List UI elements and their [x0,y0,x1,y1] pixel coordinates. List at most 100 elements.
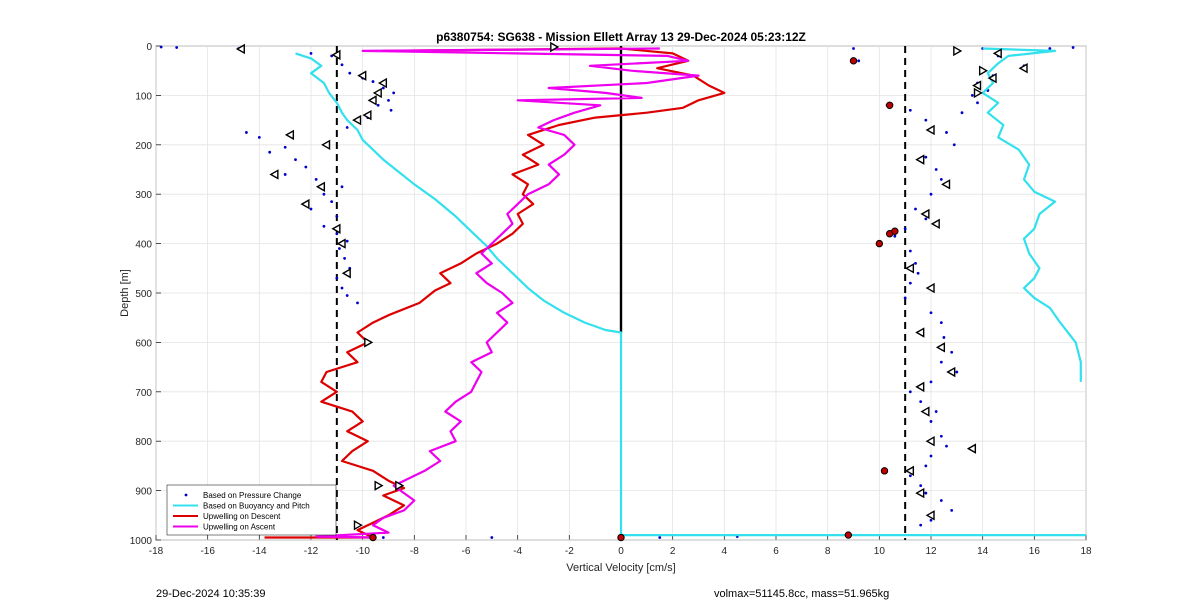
legend: Based on Pressure Change Based on Buoyanc… [166,484,337,536]
x-tick-label: 6 [773,546,779,557]
marker-triangle-left [357,70,367,81]
pressure-change-point [338,247,341,250]
pressure-change-point [658,536,662,539]
pressure-change-point [908,281,912,285]
pressure-change-point [914,207,917,211]
pressure-change-point [330,200,334,204]
y-tick-label: 500 [135,289,152,300]
x-tick-labels: -18 -16 -14 -12 -10 -8 -6 -4 -2 0 2 4 6 8 10 12 14 16 18 [149,546,1092,557]
x-axis-label: Vertical Velocity [cm/s] [566,562,675,574]
marker-triangle-left [915,154,925,165]
y-tick-label: 100 [135,91,152,102]
marker-triangle-left [946,366,956,378]
pressure-change-point [908,474,912,478]
series-line [264,47,726,539]
pressure-change-point [950,350,954,354]
pressure-change-point [371,80,375,83]
pressure-change-point [908,108,912,112]
pressure-change-point [929,380,933,384]
pressure-change-point [340,286,344,290]
pressure-change-point [1071,46,1075,49]
marker-triangle-left [920,208,930,220]
legend-label: Upwelling on Descent [203,512,281,521]
marker-triangle-left [352,114,362,126]
marker-triangle-left [925,124,935,136]
x-tick-label: -2 [565,546,574,557]
pressure-change-point [914,261,917,265]
marker-triangle-left [1018,63,1028,74]
marker-triangle-left [972,80,982,91]
marker-dot [617,533,625,542]
pressure-change-point [245,131,248,134]
pressure-change-point [929,192,933,196]
pressure-change-point [490,536,494,539]
pressure-change-point [376,103,380,107]
x-tick-label: -16 [200,546,215,557]
marker-triangle-right [364,337,374,348]
pressure-change-point [976,101,979,105]
marker-triangle-left [315,181,326,192]
marker-triangle-left [904,465,915,477]
marker-dot [875,239,884,248]
marker-triangle-left [925,510,935,521]
pressure-change-point [903,227,907,231]
marker-triangle-left [341,268,351,279]
pressure-change-point [343,257,346,260]
x-tick-label: -4 [513,546,522,557]
pressure-change-point [945,131,948,134]
pressure-change-point [919,484,923,488]
y-tick-labels: 0 100 200 300 400 500 600 700 800 900 1000 [130,42,153,547]
pressure-change-point [950,508,954,512]
footer-vehicle-info: volmax=51145.8cc, mass=51.965kg [714,588,890,600]
x-tick-label: 8 [825,546,831,557]
pressure-change-point [175,46,179,49]
pressure-change-point [381,86,385,90]
marker-triangle-left [377,77,388,89]
x-tick-label: -8 [410,546,419,557]
marker-dot [844,531,853,539]
legend-label: Based on Pressure Change [203,491,302,500]
pressure-change-point [924,491,928,495]
pressure-change-point [381,536,385,539]
pressure-change-point [939,434,943,438]
pressure-change-point [945,444,948,448]
pressure-change-point [322,192,326,196]
pressure-change-point [916,271,920,275]
marker-triangle-left [930,218,940,230]
marker-triangle-left [915,327,925,338]
pressure-change-point [304,165,308,169]
marker-triangle-left [321,139,331,151]
pressure-change-point [1048,47,1052,50]
pressure-change-point [283,173,287,176]
marker-triangle-left [941,179,951,190]
y-tick-label: 600 [135,338,152,349]
legend-label: Upwelling on Ascent [203,523,276,532]
pressure-change-point [340,63,344,67]
pressure-change-point [929,518,933,522]
pressure-change-point [335,232,339,236]
chart-title: p6380754: SG638 - Mission Ellett Array 1… [436,30,806,44]
pressure-change-point [955,370,959,374]
pressure-change-point [903,296,907,300]
pressure-change-point [939,321,943,325]
pressure-change-point [908,249,912,253]
marker-triangle-left [925,435,935,447]
x-tick-label: 10 [874,546,886,557]
pressure-change-point [852,47,855,50]
marker-triangle-left [367,95,377,106]
marker-triangle-left [904,263,915,274]
x-tick-label: -6 [462,546,471,557]
pressure-change-point [942,336,946,339]
pressure-change-point [919,523,923,527]
marker-triangle-left [992,48,1002,59]
marker-triangle-left [920,406,930,417]
marker-dot [885,101,894,109]
marker-dot [369,533,377,542]
pressure-change-point [939,177,943,181]
pressure-change-point [345,294,349,297]
x-tick-label: 0 [618,546,624,557]
legend-swatch-point [184,493,188,497]
pressure-change-point [345,239,349,243]
marker-layer [235,41,1028,542]
